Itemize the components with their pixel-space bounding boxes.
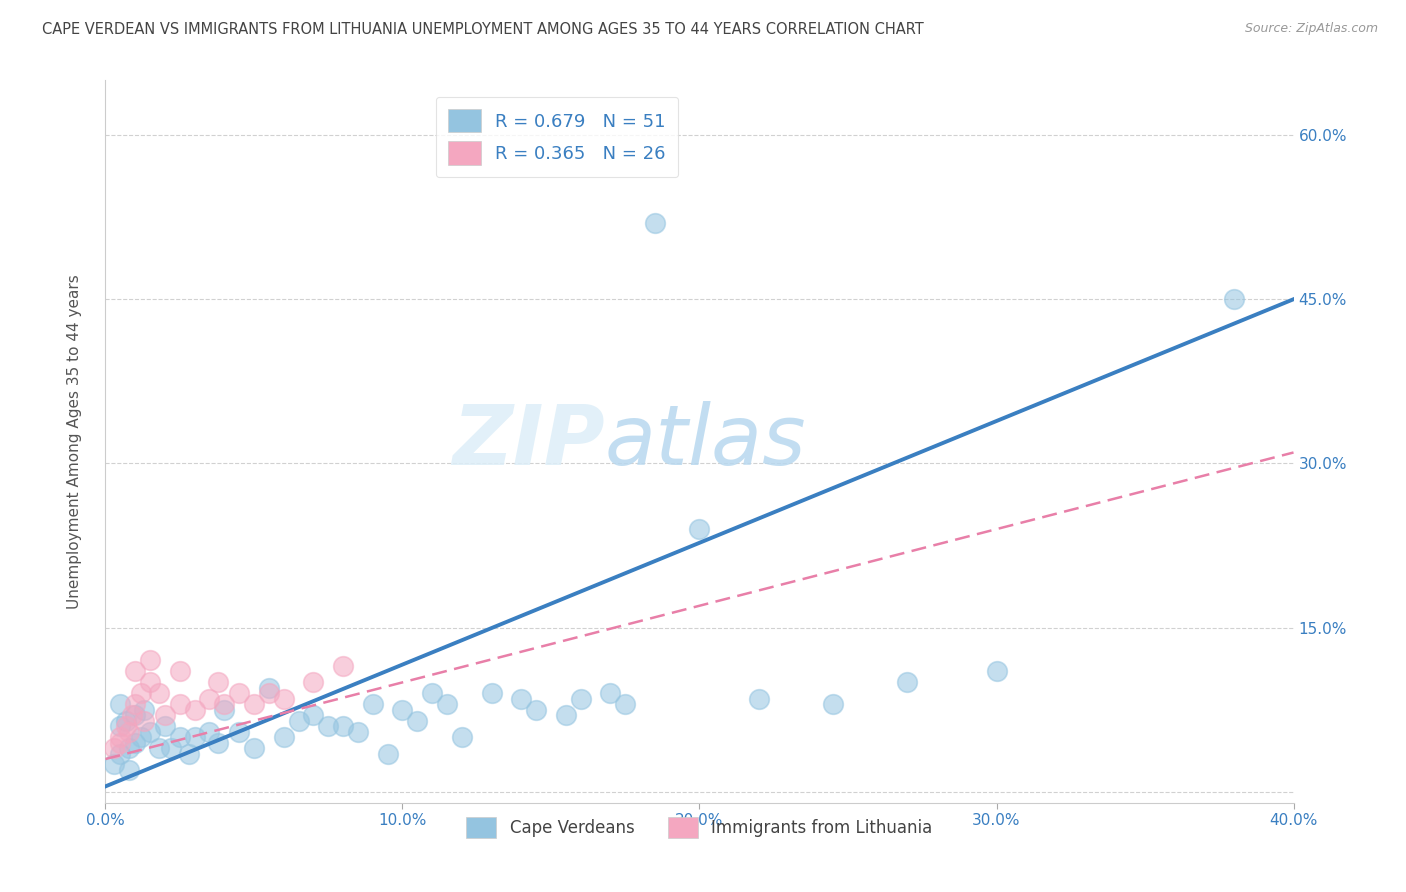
Point — [599, 686, 621, 700]
Point — [302, 675, 325, 690]
Point — [129, 686, 152, 700]
Point — [110, 698, 132, 712]
Point — [287, 714, 309, 728]
Point — [332, 659, 354, 673]
Text: atlas: atlas — [605, 401, 806, 482]
Point — [896, 675, 918, 690]
Point — [118, 763, 141, 777]
Point — [228, 686, 250, 700]
Point — [121, 708, 143, 723]
Point — [823, 698, 845, 712]
Text: CAPE VERDEAN VS IMMIGRANTS FROM LITHUANIA UNEMPLOYMENT AMONG AGES 35 TO 44 YEARS: CAPE VERDEAN VS IMMIGRANTS FROM LITHUANI… — [42, 22, 924, 37]
Point — [243, 741, 266, 756]
Point — [332, 719, 354, 733]
Point — [316, 719, 339, 733]
Point — [110, 730, 132, 744]
Point — [183, 730, 205, 744]
Point — [1223, 292, 1246, 306]
Point — [115, 719, 138, 733]
Point — [302, 708, 325, 723]
Legend: Cape Verdeans, Immigrants from Lithuania: Cape Verdeans, Immigrants from Lithuania — [460, 810, 939, 845]
Point — [748, 691, 770, 706]
Point — [129, 730, 152, 744]
Point — [614, 698, 637, 712]
Point — [118, 741, 141, 756]
Point — [228, 724, 250, 739]
Point — [169, 698, 191, 712]
Text: ZIP: ZIP — [451, 401, 605, 482]
Point — [169, 730, 191, 744]
Point — [436, 698, 458, 712]
Point — [207, 675, 229, 690]
Point — [198, 691, 221, 706]
Point — [986, 665, 1008, 679]
Point — [644, 216, 666, 230]
Point — [132, 714, 155, 728]
Point — [124, 665, 146, 679]
Point — [132, 703, 155, 717]
Point — [481, 686, 503, 700]
Point — [569, 691, 592, 706]
Point — [420, 686, 443, 700]
Point — [361, 698, 384, 712]
Point — [377, 747, 399, 761]
Point — [391, 703, 413, 717]
Text: Source: ZipAtlas.com: Source: ZipAtlas.com — [1244, 22, 1378, 36]
Point — [148, 741, 170, 756]
Y-axis label: Unemployment Among Ages 35 to 44 years: Unemployment Among Ages 35 to 44 years — [67, 274, 82, 609]
Point — [207, 735, 229, 749]
Point — [153, 708, 176, 723]
Point — [139, 653, 162, 667]
Point — [198, 724, 221, 739]
Point — [554, 708, 576, 723]
Point — [148, 686, 170, 700]
Point — [124, 708, 146, 723]
Point — [124, 735, 146, 749]
Point — [153, 719, 176, 733]
Point — [115, 714, 138, 728]
Point — [169, 665, 191, 679]
Point — [110, 747, 132, 761]
Point — [257, 686, 280, 700]
Point — [510, 691, 533, 706]
Point — [450, 730, 472, 744]
Point — [139, 724, 162, 739]
Point — [118, 724, 141, 739]
Point — [103, 757, 125, 772]
Point — [406, 714, 429, 728]
Point — [110, 719, 132, 733]
Point — [183, 703, 205, 717]
Point — [524, 703, 547, 717]
Point — [103, 741, 125, 756]
Point — [124, 698, 146, 712]
Point — [139, 675, 162, 690]
Point — [273, 730, 295, 744]
Point — [243, 698, 266, 712]
Point — [214, 698, 236, 712]
Point — [110, 735, 132, 749]
Point — [159, 741, 181, 756]
Point — [177, 747, 200, 761]
Point — [689, 522, 711, 536]
Point — [257, 681, 280, 695]
Point — [347, 724, 370, 739]
Point — [273, 691, 295, 706]
Point — [214, 703, 236, 717]
